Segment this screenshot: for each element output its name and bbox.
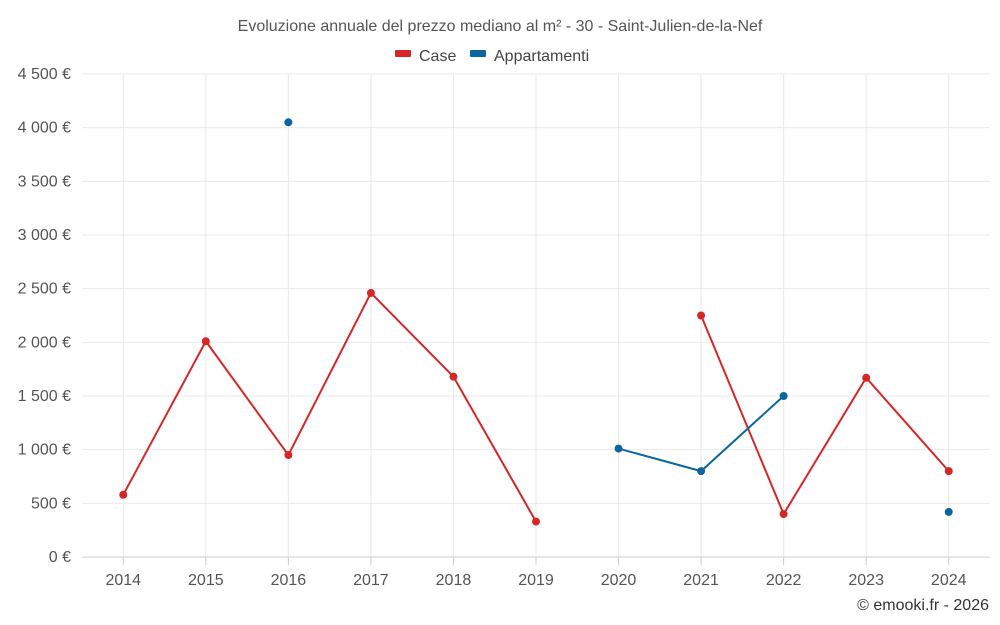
legend-item-case[interactable]: Case [395,48,456,65]
series-appartamenti [284,118,953,516]
data-point-case[interactable] [366,288,375,297]
x-tick-label: 2023 [848,572,884,589]
data-point-case[interactable] [449,372,458,381]
data-point-case[interactable] [697,311,706,320]
data-point-appartamenti[interactable] [944,507,953,516]
plot-area [119,118,953,526]
data-point-case[interactable] [862,373,871,382]
data-point-appartamenti[interactable] [284,118,293,127]
series-case [119,288,953,526]
legend-swatch-case [395,50,411,57]
data-point-case[interactable] [779,510,788,519]
x-tick-label: 2018 [436,572,472,589]
x-tick-label: 2017 [353,572,389,589]
y-tick-label: 2 000 € [18,334,71,351]
data-point-case[interactable] [201,337,210,346]
data-point-appartamenti[interactable] [697,467,706,476]
y-tick-label: 4 500 € [18,66,71,83]
x-tick-label: 2020 [601,572,637,589]
legend: Case Appartamenti [395,48,589,65]
x-tick-label: 2015 [188,572,224,589]
y-tick-label: 3 000 € [18,227,71,244]
series-line-case [122,291,537,523]
y-tick-label: 1 500 € [18,388,71,405]
data-point-case[interactable] [284,451,293,460]
y-tick-label: 4 000 € [18,120,71,137]
series-line-case [700,315,950,516]
y-axis: 0 € 500 € 1 000 € 1 500 € 2 000 € 2 500 € 3 00… [18,66,71,566]
chart-title: Evoluzione annuale del prezzo mediano al… [238,18,763,35]
data-point-appartamenti[interactable] [779,392,788,400]
x-axis: 2014 2015 2016 2017 2018 2019 2020 2021 2022 2023… [105,557,967,589]
x-tick-label: 2021 [683,572,719,589]
x-tick-label: 2014 [105,572,141,589]
credit-text: © emooki.fr - 2026 [857,597,989,614]
data-point-case[interactable] [944,467,953,476]
data-point-case[interactable] [532,517,540,526]
data-point-appartamenti[interactable] [614,444,623,453]
gridlines [82,73,990,558]
data-point-case[interactable] [119,490,128,499]
legend-label-appartamenti: Appartamenti [494,48,589,65]
x-tick-label: 2019 [518,572,554,589]
y-tick-label: 2 500 € [18,281,71,298]
x-tick-label: 2016 [271,572,307,589]
x-tick-label: 2024 [931,572,967,589]
legend-swatch-appartamenti [470,50,486,57]
y-tick-label: 1 000 € [18,442,71,459]
x-tick-label: 2022 [766,572,802,589]
legend-label-case: Case [419,48,456,65]
y-tick-label: 0 € [49,549,71,566]
legend-item-appartamenti[interactable]: Appartamenti [470,48,589,65]
y-tick-label: 500 € [31,495,71,512]
y-tick-label: 3 500 € [18,173,71,190]
